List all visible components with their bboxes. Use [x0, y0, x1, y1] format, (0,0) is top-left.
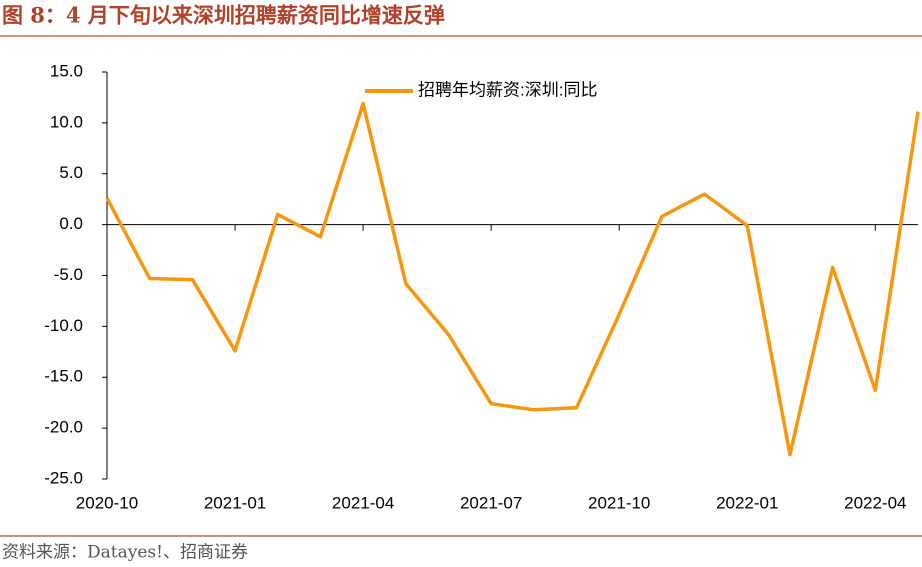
legend-label: 招聘年均薪资:深圳:同比 [418, 80, 597, 99]
y-tick-label: -15.0 [44, 367, 83, 386]
x-tick-label: 2021-01 [204, 493, 266, 512]
y-tick-label: -5.0 [54, 265, 83, 284]
y-tick-label: 5.0 [59, 163, 83, 182]
y-tick-label: -25.0 [44, 468, 83, 487]
x-tick-label: 2021-04 [332, 493, 394, 512]
x-tick-label: 2020-10 [76, 493, 138, 512]
chart-title: 图 8：4 月下旬以来深圳招聘薪资同比增速反弹 [2, 3, 445, 28]
y-tick-label: 10.0 [50, 112, 83, 131]
x-tick-label: 2022-01 [716, 493, 778, 512]
source: 资料来源：Datayes!、招商证券 [2, 543, 248, 563]
x-tick-label: 2021-07 [460, 493, 522, 512]
y-tick-label: 0.0 [59, 214, 83, 233]
x-tick-label: 2022-04 [844, 493, 906, 512]
x-tick-label: 2021-10 [588, 493, 650, 512]
y-tick-label: -20.0 [44, 418, 83, 437]
y-tick-label: -10.0 [44, 316, 83, 335]
y-tick-label: 15.0 [50, 61, 83, 80]
series-line [105, 101, 920, 457]
